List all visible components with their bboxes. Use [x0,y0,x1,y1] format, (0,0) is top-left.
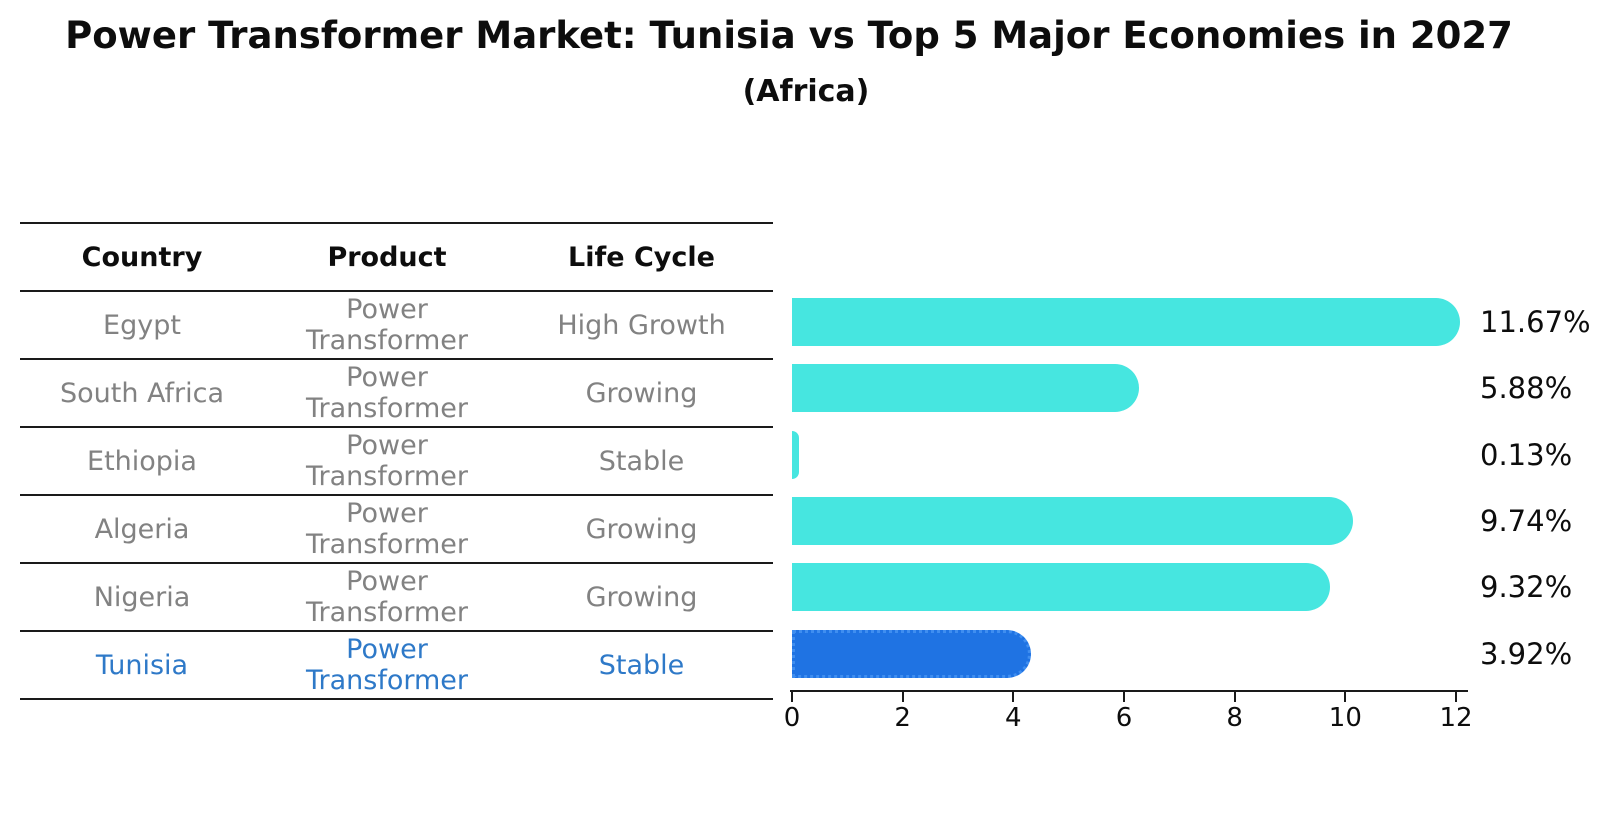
x-tick-mark [1344,692,1347,702]
cell-life-cycle: High Growth [557,309,726,341]
bar-algeria [792,496,1353,545]
x-axis-line [790,690,1468,692]
cell-life-cycle: Growing [585,377,698,409]
col-header-lifecycle: Life Cycle [568,241,715,273]
x-tick-label: 8 [1226,703,1243,733]
chart-title: Power Transformer Market: Tunisia vs Top… [65,14,1513,57]
bar-row [792,422,1492,488]
cell-country: Egypt [103,309,181,341]
bar-row [792,554,1492,620]
cell-product: Power Transformer [305,566,468,628]
cell-country: Tunisia [95,649,189,681]
value-label-egypt: 11.67% [1480,305,1591,339]
x-tick-label: 12 [1439,703,1473,733]
table-row-south-africa: South Africa Power Transformer Growing [20,360,773,428]
table-body: Egypt Power Transformer High Growth South A… [20,292,773,700]
x-tick-label: 6 [1115,703,1133,733]
cell-life-cycle: Growing [585,513,698,545]
x-tick-label: 0 [783,703,801,733]
x-tick-mark [1123,692,1125,702]
cell-country: Algeria [94,513,190,545]
bar-row [792,488,1492,554]
bar-tunisia [792,629,1031,678]
cell-product: Power Transformer [305,430,468,492]
col-header-product: Product [327,241,447,273]
x-tick-mark [791,692,793,702]
x-tick-label: 10 [1328,703,1362,733]
bar-row [792,355,1492,421]
table-row-tunisia: Tunisia Power Transformer Stable [20,632,773,700]
cell-product: Power Transformer [305,498,468,560]
cell-life-cycle: Growing [585,581,698,613]
cell-product: Power Transformer [305,362,468,424]
table-row-ethiopia: Ethiopia Power Transformer Stable [20,428,773,496]
value-label-ethiopia: 0.13% [1480,437,1573,472]
table-row-nigeria: Nigeria Power Transformer Growing [20,564,773,632]
cell-country: South Africa [59,377,225,409]
bar-egypt [792,298,1460,346]
col-header-country: Country [81,241,203,273]
table-row-egypt: Egypt Power Transformer High Growth [20,292,773,360]
bar-nigeria [792,563,1330,612]
bar-row [792,621,1492,687]
x-tick-mark [1012,692,1015,702]
x-tick-mark [1233,692,1236,702]
bar-ethiopia [792,430,800,479]
value-label-nigeria: 9.32% [1480,570,1573,605]
x-tick-label: 4 [1005,703,1022,733]
x-tick-mark [1455,692,1457,702]
x-tick-mark [901,692,904,702]
value-label-algeria: 9.74% [1480,503,1573,538]
x-tick-label: 2 [894,703,911,733]
bar-row [792,289,1492,355]
table-header-row: Country Product Life Cycle [20,224,773,292]
country-table: Country Product Life Cycle Egypt Power Tr… [20,222,773,700]
cell-country: Ethiopia [87,445,197,477]
cell-life-cycle: Stable [598,445,685,477]
table-row-algeria: Algeria Power Transformer Growing [20,496,773,564]
chart-subtitle: (Africa) [742,74,870,109]
cell-product: Power Transformer [305,634,468,696]
value-label-south-africa: 5.88% [1480,371,1573,406]
value-label-tunisia: 3.92% [1480,636,1573,671]
cell-country: Nigeria [93,581,191,613]
cell-life-cycle: Stable [598,649,685,681]
cell-product: Power Transformer [305,294,468,356]
bar-south-africa [792,364,1140,413]
